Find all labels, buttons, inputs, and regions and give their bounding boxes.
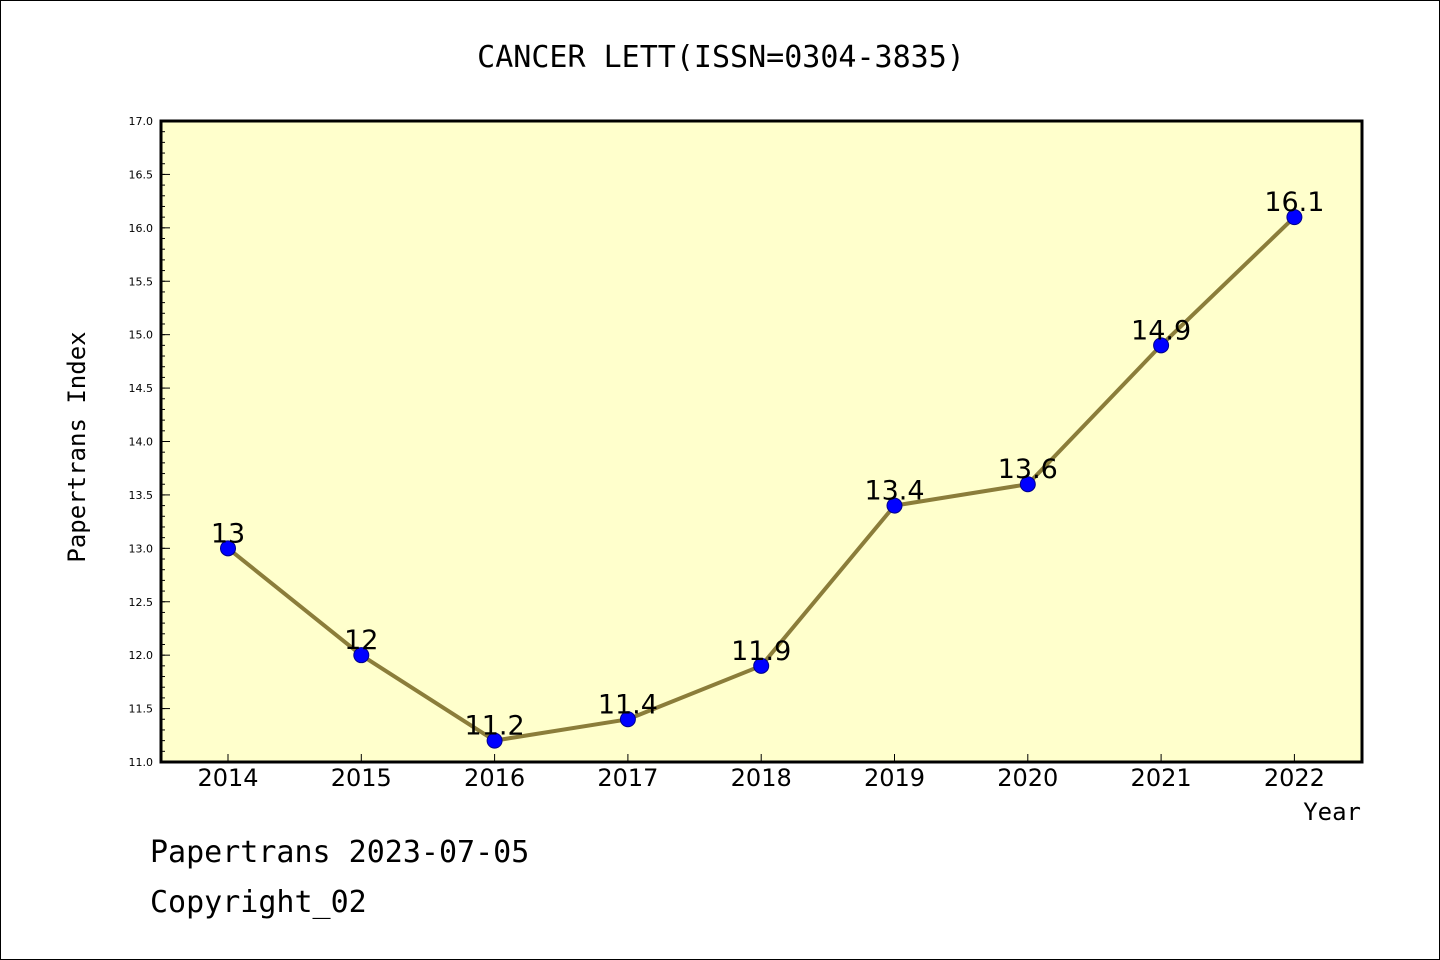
data-point [1019,476,1036,493]
x-tick-label: 2019 [864,764,925,792]
data-point [619,711,636,728]
data-label: 11.4 [598,689,658,720]
y-tick-label: 13.0 [129,542,154,555]
chart-title: CANCER LETT(ISSN=0304-3835) [477,40,965,75]
footer-copyright-line: Copyright_02 [150,885,367,920]
y-tick-label: 15.5 [129,275,154,288]
y-tick-label: 15.0 [129,329,154,342]
y-tick-label: 14.0 [129,436,154,449]
y-tick-label: 16.0 [129,222,154,235]
y-tick-label: 12.5 [129,596,154,609]
x-tick-label: 2018 [731,764,792,792]
data-points [220,209,1303,749]
data-label: 12 [344,625,378,656]
y-tick-label: 13.5 [129,489,154,502]
footer-date-line: Papertrans 2023-07-05 [150,835,530,870]
data-point [886,497,903,514]
data-labels: 13 12 11.2 11.4 11.9 13.4 13.6 14.9 16.1 [211,187,1325,741]
y-tick-label: 16.5 [129,168,154,181]
data-point [486,732,503,749]
data-point [753,657,770,674]
x-tick-label: 2022 [1264,764,1325,792]
data-label: 16.1 [1264,187,1324,218]
y-tick-label: 17.0 [129,115,154,128]
x-ticks [227,754,1295,762]
data-point [353,647,370,664]
x-tick-label: 2021 [1131,764,1192,792]
data-point [1286,209,1303,226]
x-tick-label: 2016 [464,764,525,792]
x-axis-title: Year [1303,798,1361,826]
x-tick-label: 2020 [997,764,1058,792]
y-tick-label: 12.0 [129,649,154,662]
y-tick-label: 11.0 [129,756,154,769]
y-tick-label: 11.5 [129,703,154,716]
x-tick-label: 2017 [597,764,658,792]
data-label: 13 [211,518,245,549]
data-label: 14.9 [1131,315,1191,346]
y-tick-label: 14.5 [129,382,154,395]
y-tick-labels: 11.0 11.5 12.0 12.5 13.0 13.5 14.0 14.5 15.0 15.5… [129,115,154,769]
x-tick-labels: 2014 2015 2016 2017 2018 2019 2020 2021 2022 [197,764,1324,792]
data-label: 11.9 [731,636,791,667]
x-tick-label: 2014 [197,764,258,792]
y-axis-title: Papertrans Index [63,331,91,562]
data-label: 13.4 [864,476,924,507]
data-point [1153,337,1170,354]
data-label: 11.2 [465,711,525,742]
x-tick-label: 2015 [331,764,392,792]
data-label: 13.6 [998,454,1058,485]
data-point [220,540,236,557]
y-major-ticks [161,120,170,763]
